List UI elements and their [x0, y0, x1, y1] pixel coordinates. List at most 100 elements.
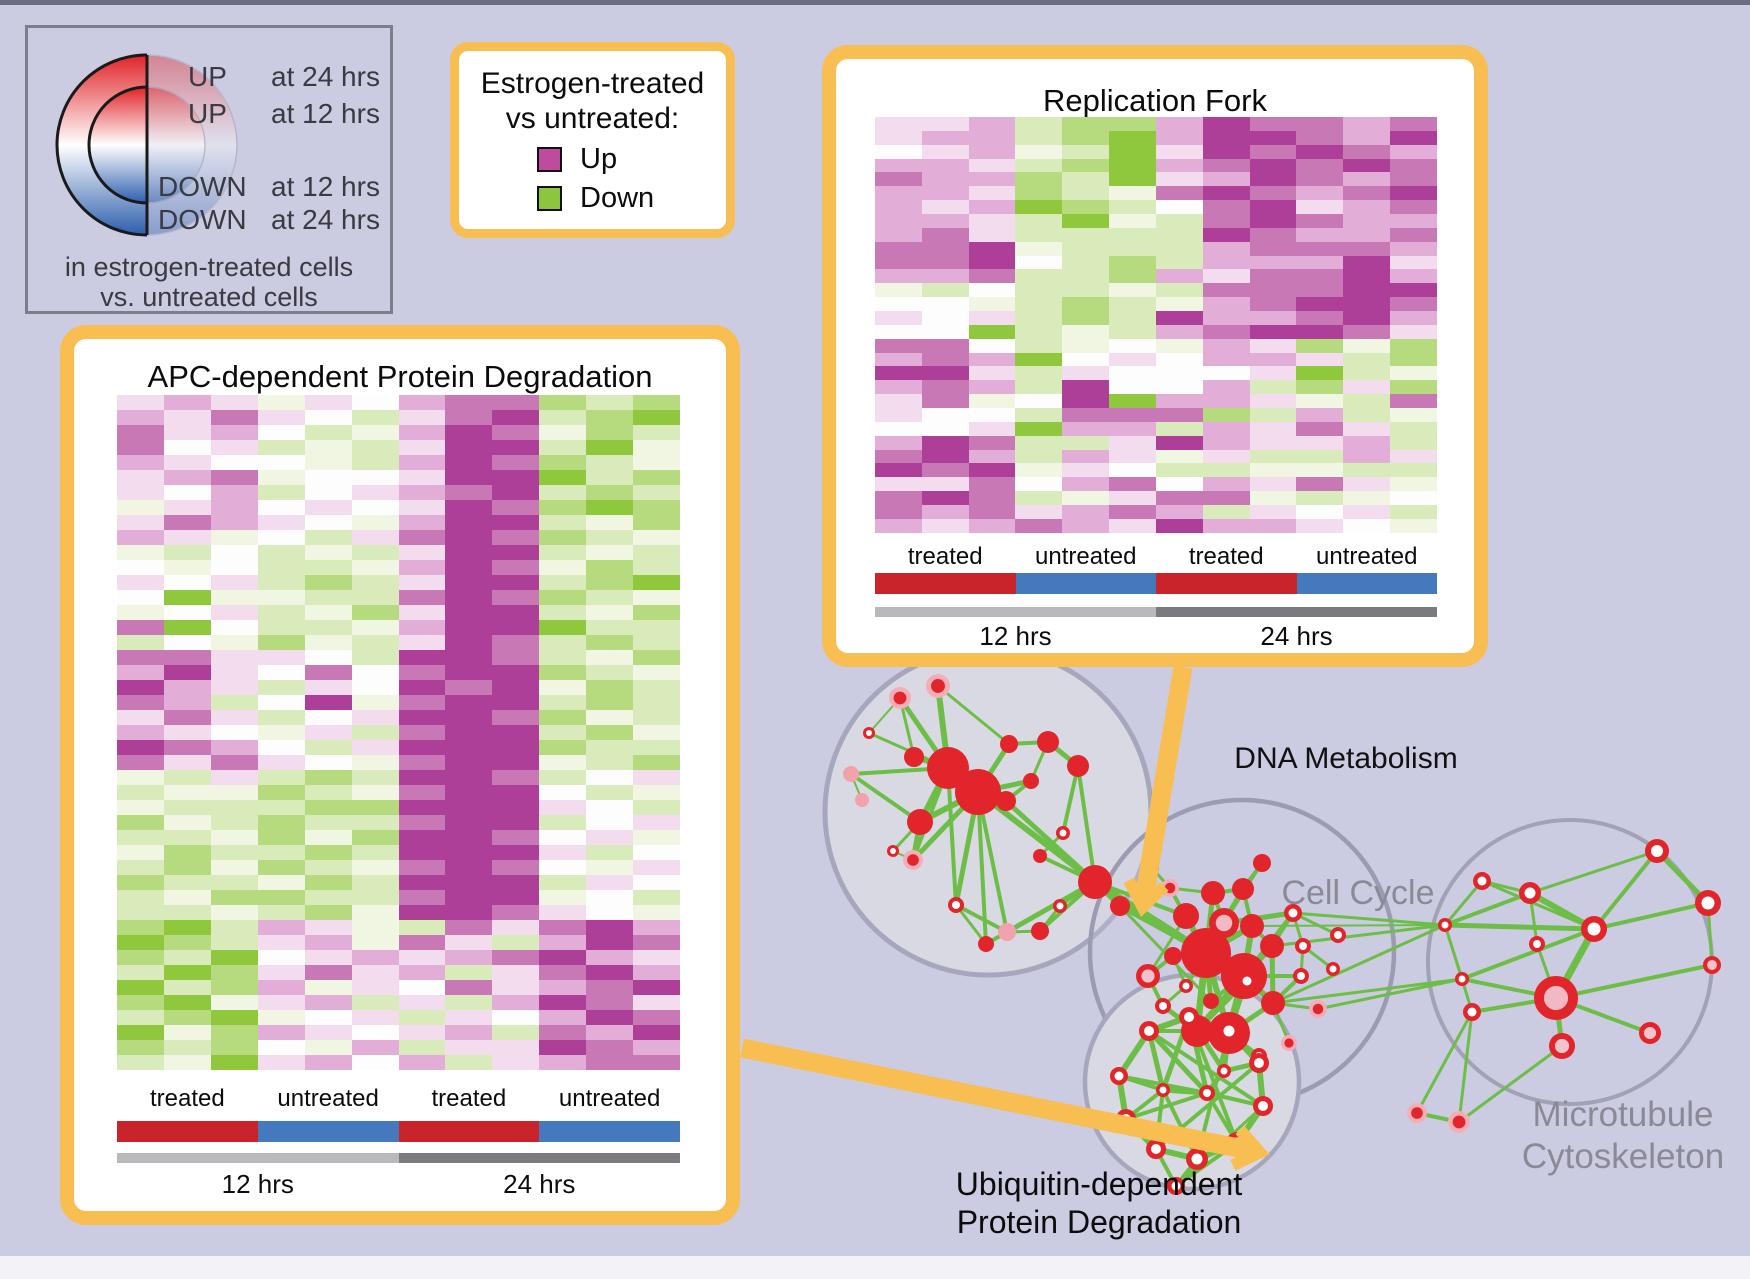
network-edge	[1461, 977, 1557, 1000]
heatmap-cell	[633, 545, 681, 560]
heatmap-cell	[875, 297, 922, 312]
heatmap-cell	[921, 518, 969, 533]
network-edge	[1444, 922, 1595, 932]
network-edge	[1093, 880, 1122, 908]
heatmap-cell	[398, 815, 446, 830]
heatmap-cell	[492, 605, 540, 620]
heatmap-cell	[210, 770, 258, 785]
network-edge	[1038, 905, 1062, 932]
heatmap-cell	[210, 455, 258, 470]
network-node	[1181, 1015, 1213, 1047]
heatmap-cell	[117, 830, 164, 845]
network-edge	[1272, 977, 1463, 1005]
heatmap-cell	[117, 395, 164, 410]
heatmap-cell	[968, 449, 1016, 464]
heatmap-cell	[921, 117, 969, 131]
heatmap-cell	[875, 518, 922, 533]
network-node	[955, 769, 1001, 815]
heatmap-cell	[586, 755, 634, 770]
network-node	[1407, 1103, 1427, 1123]
heatmap-cell	[304, 695, 352, 710]
heatmap-row	[117, 635, 681, 650]
network-edge	[1528, 890, 1596, 932]
heatmap-cell	[1296, 435, 1344, 450]
heatmap-cell	[492, 650, 540, 665]
heatmap-cell	[445, 425, 493, 440]
heatmap-cell	[1249, 463, 1297, 478]
heatmap-cell	[445, 860, 493, 875]
heatmap-cell	[1109, 338, 1156, 353]
heatmap-cell	[1155, 311, 1203, 325]
heatmap-cell	[351, 920, 399, 935]
heatmap-cell	[1015, 269, 1063, 284]
heatmap-cell	[1109, 283, 1156, 298]
heatmap-cell	[633, 455, 681, 470]
heatmap-cell	[1155, 324, 1203, 339]
heatmap-cell	[586, 770, 634, 785]
heatmap-cell	[921, 144, 969, 159]
network-edge	[891, 820, 922, 853]
up-color-swatch	[537, 146, 562, 172]
heatmap-cell	[968, 117, 1016, 131]
heatmap-cell	[117, 995, 164, 1010]
heatmap-cell	[633, 620, 681, 635]
network-edge	[917, 766, 951, 824]
network-edge	[1241, 888, 1254, 927]
group-label: untreated	[1035, 543, 1137, 570]
network-edge	[1186, 1015, 1227, 1073]
rf-treatment-colorbar	[875, 573, 1437, 594]
heatmap-cell	[398, 1025, 446, 1040]
heatmap-cell	[117, 590, 164, 605]
time-label: 12 hrs	[221, 1169, 294, 1199]
heatmap-row	[117, 1010, 681, 1025]
heatmap-row	[875, 394, 1437, 409]
heatmap-cell	[586, 830, 634, 845]
heatmap-cell	[351, 755, 399, 770]
network-node	[1534, 976, 1578, 1020]
network-node	[1217, 1064, 1231, 1078]
heatmap-cell	[304, 455, 352, 470]
network-edge	[976, 789, 1097, 885]
heatmap-cell	[117, 1055, 164, 1070]
heatmap-cell	[1015, 255, 1063, 270]
heatmap-cell	[351, 680, 399, 695]
heatmap-cell	[163, 830, 211, 845]
heatmap-cell	[257, 425, 305, 440]
network-edge	[1202, 920, 1228, 956]
heatmap-cell	[1155, 435, 1203, 450]
heatmap-cell	[257, 1055, 305, 1070]
heatmap-cell	[210, 740, 258, 755]
heatmap-cell	[875, 241, 922, 256]
heatmap-cell	[1015, 518, 1063, 533]
heatmap-cell	[257, 620, 305, 635]
heatmap-cell	[921, 186, 969, 201]
heatmap-cell	[117, 890, 164, 905]
heatmap-cell	[968, 408, 1016, 422]
heatmap-cell	[633, 875, 681, 890]
heatmap-cell	[633, 440, 681, 455]
network-edge	[1184, 951, 1208, 988]
heatmap-cell	[539, 530, 587, 545]
heatmap-cell	[492, 980, 540, 995]
heatmap-cell	[351, 425, 399, 440]
heatmap-cell	[1015, 352, 1063, 367]
network-node	[1161, 879, 1179, 897]
heatmap-cell	[539, 725, 587, 740]
network-edge	[1005, 879, 1097, 935]
network-edge	[1205, 1091, 1239, 1145]
heatmap-cell	[1249, 117, 1297, 131]
heatmap-cell	[633, 590, 681, 605]
heatmap-cell	[117, 650, 164, 665]
heatmap-cell	[351, 965, 399, 980]
network-edge	[1046, 740, 1080, 768]
heatmap-cell	[163, 530, 211, 545]
heatmap-cell	[163, 1010, 211, 1025]
heatmap-cell	[304, 710, 352, 725]
heatmap-cell	[398, 995, 446, 1010]
heatmap-cell	[398, 560, 446, 575]
heatmap-cell	[117, 410, 164, 425]
heatmap-row	[117, 710, 681, 725]
heatmap-cell	[875, 255, 922, 270]
heatmap-cell	[210, 965, 258, 980]
heatmap-cell	[257, 830, 305, 845]
